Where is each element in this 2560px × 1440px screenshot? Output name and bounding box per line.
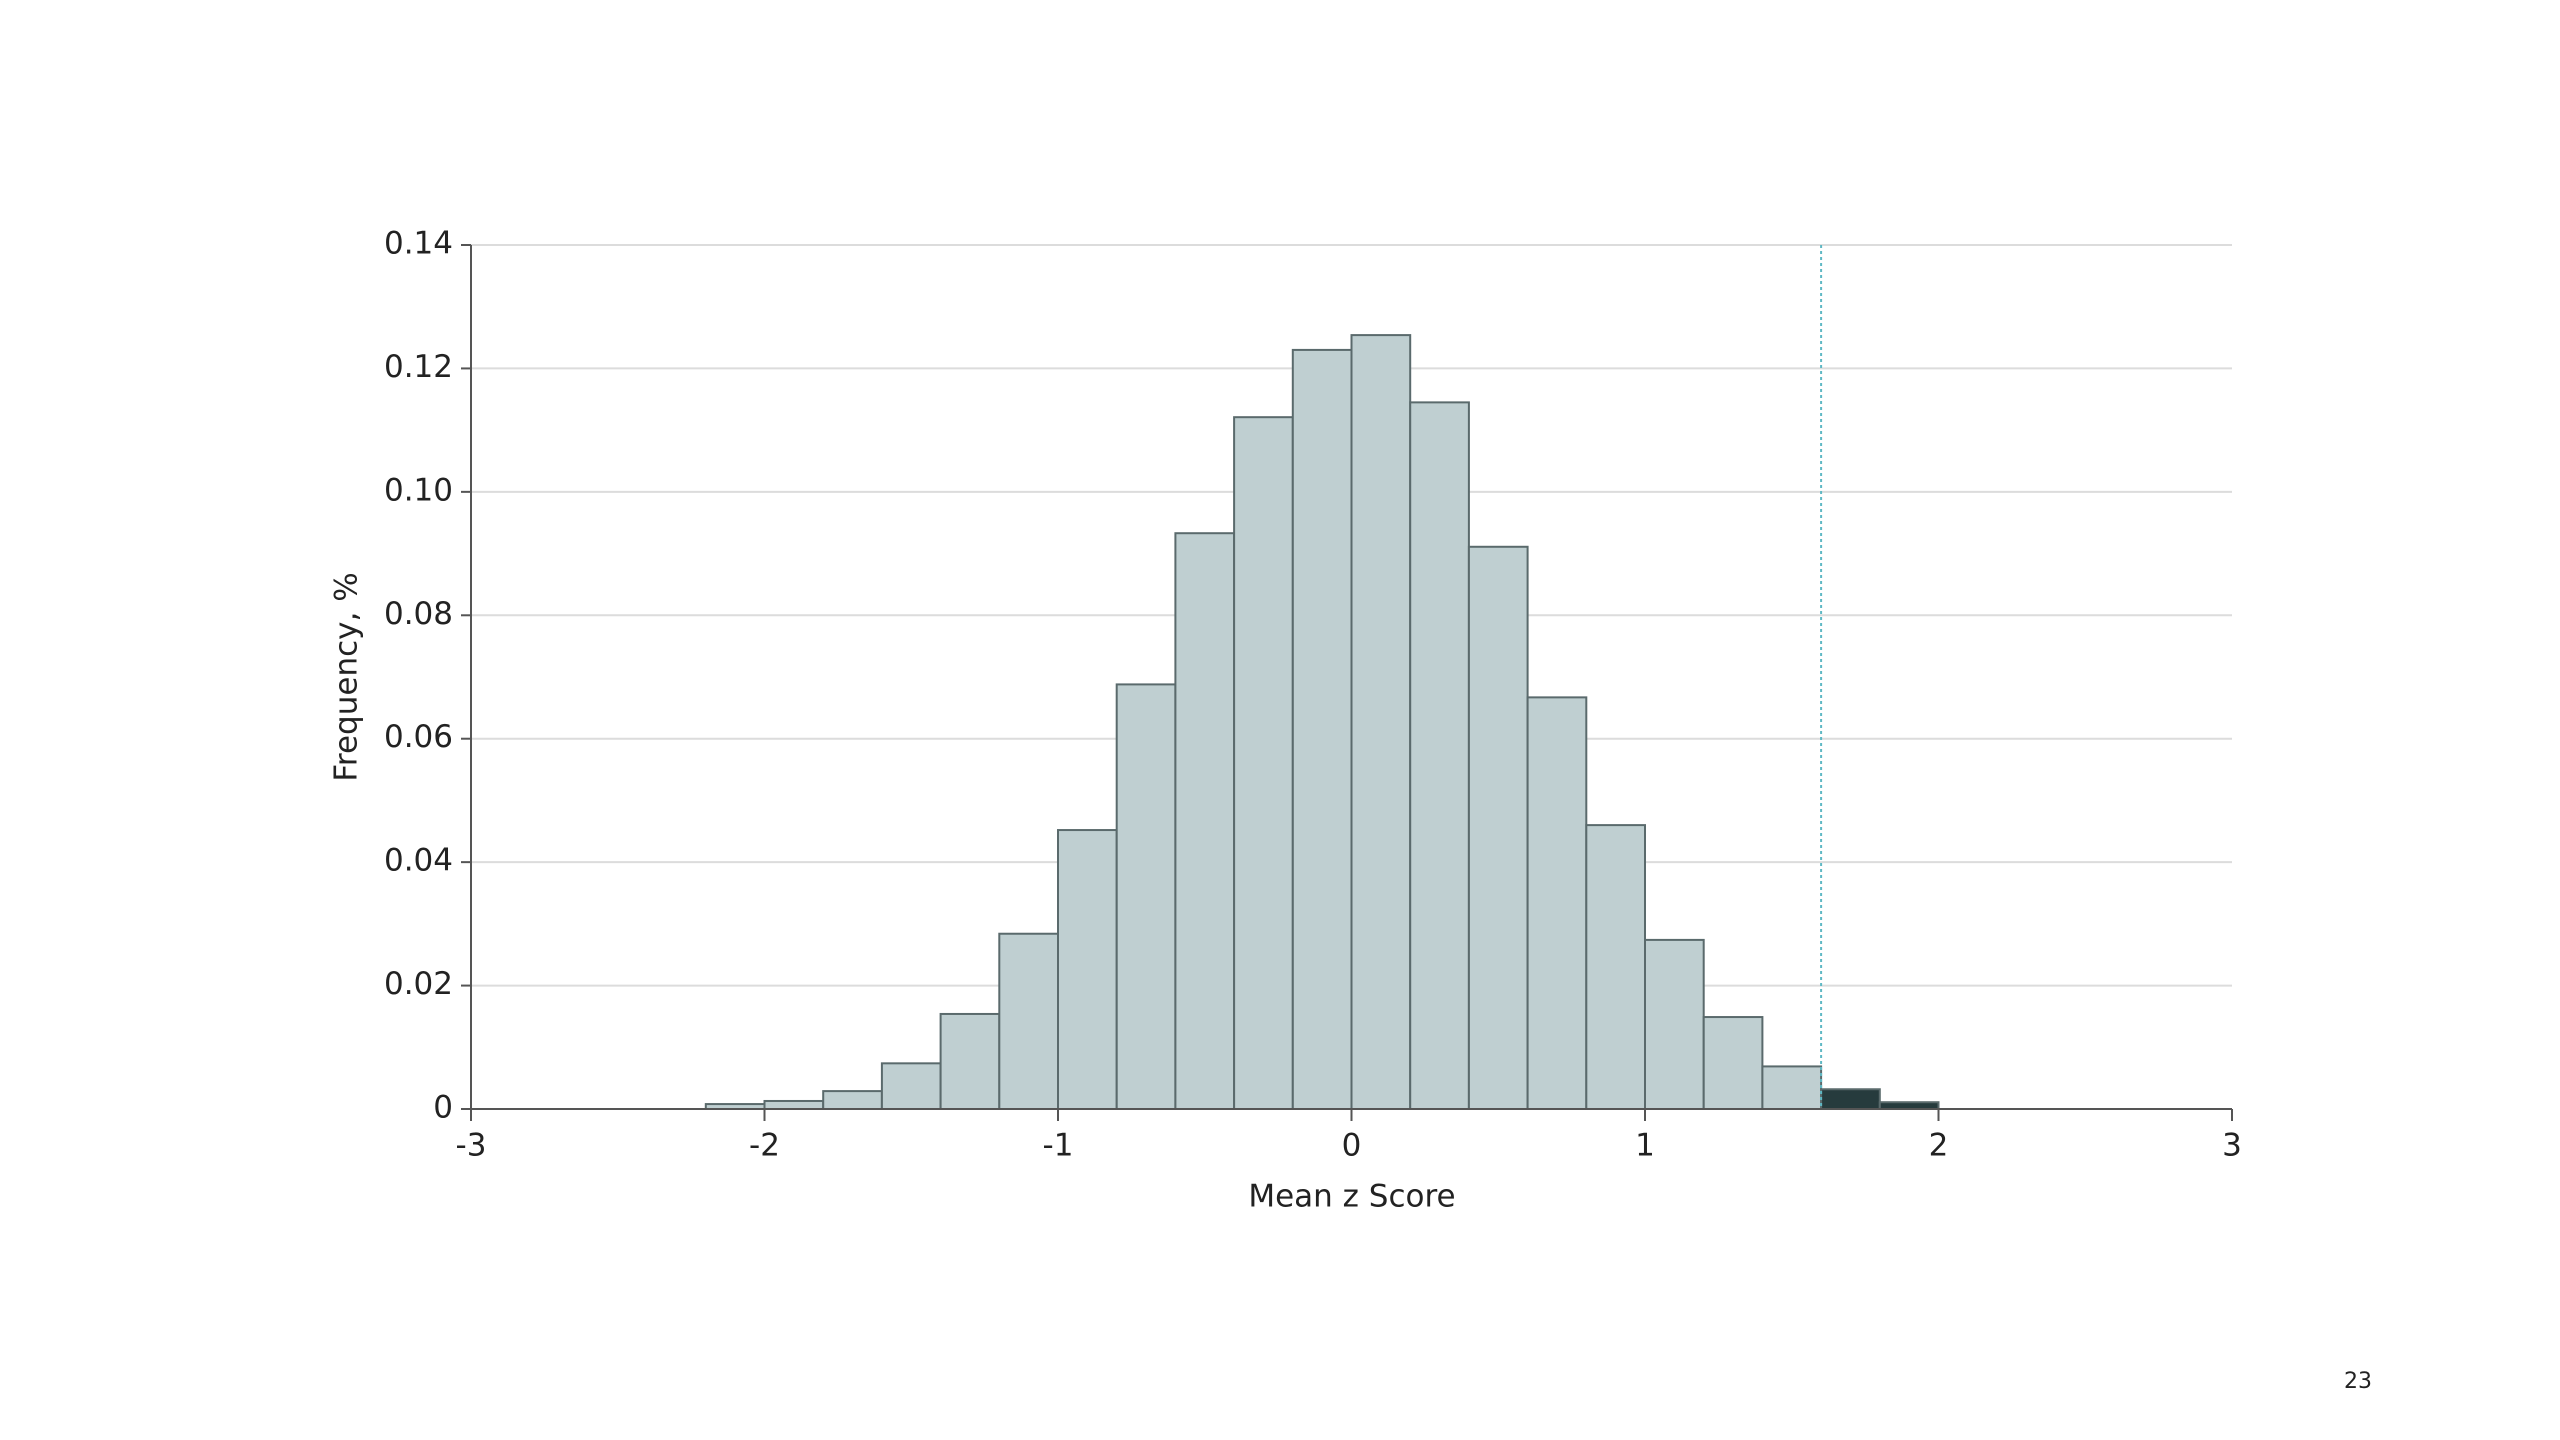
x-axis-label: Mean z Score (1248, 1179, 1455, 1215)
bar (1115, 683, 1177, 1110)
bar (880, 1062, 942, 1110)
bar (1526, 696, 1588, 1110)
y-tick-label: 0.12 (384, 349, 453, 385)
x-tick-label: -2 (749, 1128, 780, 1164)
bar (1820, 1088, 1881, 1111)
bar (1057, 829, 1118, 1111)
page-number: 23 (2344, 1369, 2372, 1394)
y-tick-label: 0.06 (384, 719, 453, 755)
bar (1644, 938, 1705, 1110)
bar (1174, 532, 1236, 1110)
bar (939, 1012, 1001, 1111)
x-tick-label: 2 (1929, 1128, 1949, 1164)
bar (998, 932, 1059, 1111)
x-tick-label: -1 (1043, 1128, 1074, 1164)
y-tick-label: 0.14 (384, 226, 453, 262)
bar (1409, 401, 1470, 1111)
bar (763, 1099, 825, 1111)
x-tick-label: -3 (456, 1128, 487, 1164)
bar (1467, 545, 1529, 1110)
bar (1585, 824, 1647, 1110)
y-tick-label: 0.02 (384, 966, 453, 1002)
x-tick-label: 3 (2222, 1128, 2242, 1164)
x-tick-label: 1 (1635, 1128, 1655, 1164)
bar (1350, 334, 1412, 1110)
bar (1702, 1016, 1764, 1110)
x-tick-label: 0 (1342, 1128, 1362, 1164)
bar (1233, 416, 1294, 1110)
bar (822, 1090, 883, 1111)
y-tick-label: 0 (433, 1090, 453, 1126)
bar (1761, 1065, 1823, 1110)
y-tick-label: 0.08 (384, 596, 453, 632)
y-tick-label: 0.04 (384, 843, 453, 879)
bar (1878, 1101, 1940, 1110)
bar (1291, 348, 1353, 1110)
y-tick-label: 0.10 (384, 472, 453, 508)
y-axis-label: Frequency, % (329, 572, 365, 781)
